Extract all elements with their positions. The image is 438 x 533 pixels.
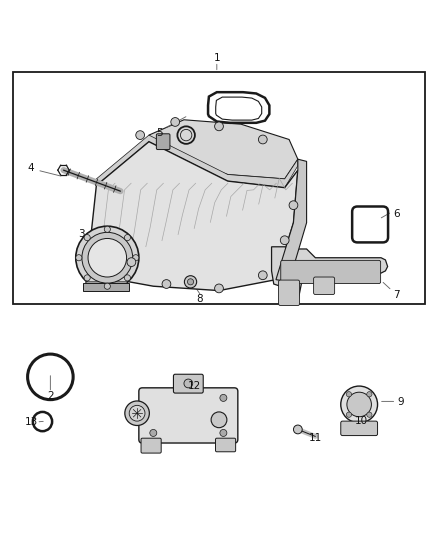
FancyBboxPatch shape [139, 388, 238, 443]
Circle shape [346, 412, 352, 417]
Circle shape [211, 412, 227, 427]
Circle shape [88, 238, 127, 277]
Circle shape [104, 226, 110, 232]
FancyBboxPatch shape [279, 280, 300, 305]
Circle shape [184, 276, 197, 288]
Text: 12: 12 [188, 381, 201, 391]
Circle shape [258, 135, 267, 144]
Circle shape [127, 258, 136, 266]
Circle shape [76, 255, 82, 261]
Text: 5: 5 [156, 128, 163, 138]
Circle shape [104, 283, 110, 289]
Circle shape [367, 412, 372, 417]
Circle shape [133, 255, 139, 261]
Circle shape [280, 236, 289, 245]
Circle shape [76, 226, 139, 289]
Circle shape [184, 379, 193, 388]
Circle shape [289, 201, 298, 209]
Circle shape [341, 386, 378, 423]
Text: 6: 6 [393, 209, 400, 219]
Text: 10: 10 [355, 416, 368, 426]
Circle shape [215, 284, 223, 293]
Polygon shape [276, 159, 307, 282]
Circle shape [346, 392, 352, 397]
FancyBboxPatch shape [281, 260, 381, 284]
Circle shape [125, 401, 149, 425]
FancyBboxPatch shape [83, 282, 129, 290]
FancyBboxPatch shape [173, 374, 203, 393]
Text: 1: 1 [213, 53, 220, 63]
Circle shape [82, 232, 133, 283]
Circle shape [136, 131, 145, 140]
FancyBboxPatch shape [156, 134, 170, 150]
Polygon shape [149, 120, 298, 179]
Text: 11: 11 [309, 433, 322, 443]
Text: 8: 8 [196, 294, 203, 304]
Circle shape [150, 430, 157, 437]
Polygon shape [88, 142, 298, 290]
Circle shape [367, 392, 372, 397]
Circle shape [347, 392, 371, 417]
Circle shape [258, 271, 267, 280]
FancyBboxPatch shape [215, 438, 236, 452]
Text: 3: 3 [78, 229, 85, 239]
Text: 9: 9 [397, 397, 404, 407]
Circle shape [220, 430, 227, 437]
Circle shape [220, 394, 227, 401]
Text: 2: 2 [47, 391, 54, 401]
FancyBboxPatch shape [341, 421, 378, 435]
Circle shape [215, 122, 223, 131]
Polygon shape [85, 282, 127, 288]
Bar [13, 71, 425, 304]
Circle shape [124, 235, 131, 241]
Circle shape [129, 405, 145, 421]
Text: 4: 4 [27, 163, 34, 173]
Polygon shape [272, 247, 388, 304]
Circle shape [124, 275, 131, 281]
FancyBboxPatch shape [314, 277, 335, 295]
Circle shape [162, 280, 171, 288]
Polygon shape [216, 97, 262, 120]
Circle shape [187, 279, 194, 285]
Circle shape [171, 118, 180, 126]
FancyBboxPatch shape [141, 438, 161, 453]
Circle shape [84, 235, 90, 241]
Polygon shape [96, 135, 298, 188]
Circle shape [84, 275, 90, 281]
Text: 7: 7 [393, 290, 400, 300]
Text: 13: 13 [25, 417, 38, 427]
Circle shape [293, 425, 302, 434]
